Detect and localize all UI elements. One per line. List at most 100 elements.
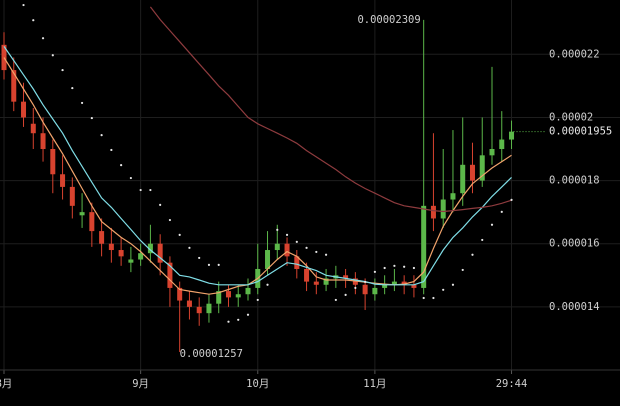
candle-body (362, 284, 368, 295)
sar-dot (481, 238, 484, 242)
sar-dot (188, 246, 191, 249)
sar-dot (285, 233, 289, 236)
sar-dot (139, 188, 142, 192)
y-tick-label: 0.000022 (549, 48, 600, 60)
candle-body (372, 287, 378, 295)
candle-body (401, 281, 407, 285)
high-annotation: 0.00002309 (357, 14, 420, 26)
candle-body (304, 268, 310, 282)
candle-body (138, 253, 144, 260)
candle-body (177, 287, 183, 301)
y-tick-label: 0.000014 (549, 301, 600, 313)
sar-dot (442, 288, 445, 291)
candle-body (430, 205, 436, 219)
sar-dot (110, 148, 113, 152)
candle-body (479, 155, 485, 181)
sar-dot (403, 265, 406, 268)
x-tick-label: 10月 (246, 378, 269, 390)
candle-body (284, 243, 290, 257)
y-tick-label: 0.000018 (549, 175, 600, 187)
sar-dot (80, 101, 84, 105)
sar-dot (256, 298, 259, 302)
candle-body (118, 250, 124, 257)
sar-dot (461, 268, 464, 272)
candle-body (411, 284, 417, 288)
sar-dot (500, 210, 503, 213)
candle-body (186, 300, 192, 307)
candle-body (460, 164, 466, 194)
candle-body (69, 186, 75, 206)
candle-body (99, 231, 105, 244)
sar-dot (412, 266, 416, 270)
labels: 0.000014 0.000016 0.000018 0.00002 0.000022 8… (0, 14, 612, 390)
sar-dot (451, 283, 455, 286)
sar-dot (32, 19, 35, 22)
sar-dot (198, 256, 201, 260)
candle-body (323, 278, 329, 285)
candle-body (11, 70, 17, 102)
sar-dot (207, 263, 211, 266)
sar-dot (510, 198, 513, 201)
sar-dot (295, 240, 298, 243)
candle-body (206, 303, 212, 314)
candle-body (421, 205, 427, 288)
candle-body (108, 243, 114, 251)
sar-dot (100, 134, 103, 137)
candle-body (89, 212, 95, 232)
candle-body (167, 262, 173, 288)
candle-body (499, 139, 505, 150)
candle-body (352, 278, 358, 285)
moving-average-line (149, 6, 512, 213)
candle-body (225, 291, 231, 298)
candle-body (469, 164, 475, 181)
sar-dot (61, 68, 64, 72)
sar-dot (129, 176, 132, 180)
sar-dot (364, 280, 367, 284)
candle-body (30, 123, 36, 134)
low-annotation: 0.00001257 (180, 348, 243, 360)
last-price-label: 0.00001955 (549, 126, 612, 138)
sar-dot (41, 37, 45, 40)
candle-body (313, 281, 319, 285)
sar-dot (276, 228, 279, 231)
x-tick-label: 11月 (363, 378, 386, 390)
candle-body (50, 149, 56, 175)
candle-body (343, 275, 349, 279)
candle-body (79, 212, 85, 216)
sar-dot (383, 266, 386, 270)
sar-dot (168, 218, 172, 222)
sar-dot (334, 298, 337, 302)
sar-dot (471, 253, 474, 256)
x-tick-label: 9月 (132, 378, 149, 390)
candle-body (235, 294, 241, 298)
sar-dot (22, 3, 25, 7)
sar-dot (51, 54, 54, 57)
moving-average-line (3, 46, 512, 286)
candle-body (147, 243, 153, 254)
candle-body (440, 199, 446, 219)
candle-body (509, 131, 515, 140)
sar-dot (422, 296, 425, 300)
y-tick-label: 0.00002 (549, 111, 593, 123)
sar-dot (324, 253, 328, 256)
sar-dot (120, 164, 123, 167)
candle-body (294, 256, 300, 269)
candle-body (265, 250, 271, 269)
moving-average-line (3, 57, 512, 295)
candle-body (274, 243, 280, 251)
candle-body (196, 306, 202, 314)
candle-body (40, 133, 46, 150)
sar-dot (246, 313, 250, 316)
candle-body (128, 259, 134, 263)
sar-dot (217, 263, 220, 266)
sar-dot (373, 270, 376, 273)
candle-body (216, 291, 222, 304)
x-tick-label: 29:44 (496, 378, 528, 390)
sar-dot (90, 116, 93, 120)
sar-dot (432, 296, 435, 300)
candle-body (245, 287, 251, 295)
candle-body (157, 243, 163, 263)
